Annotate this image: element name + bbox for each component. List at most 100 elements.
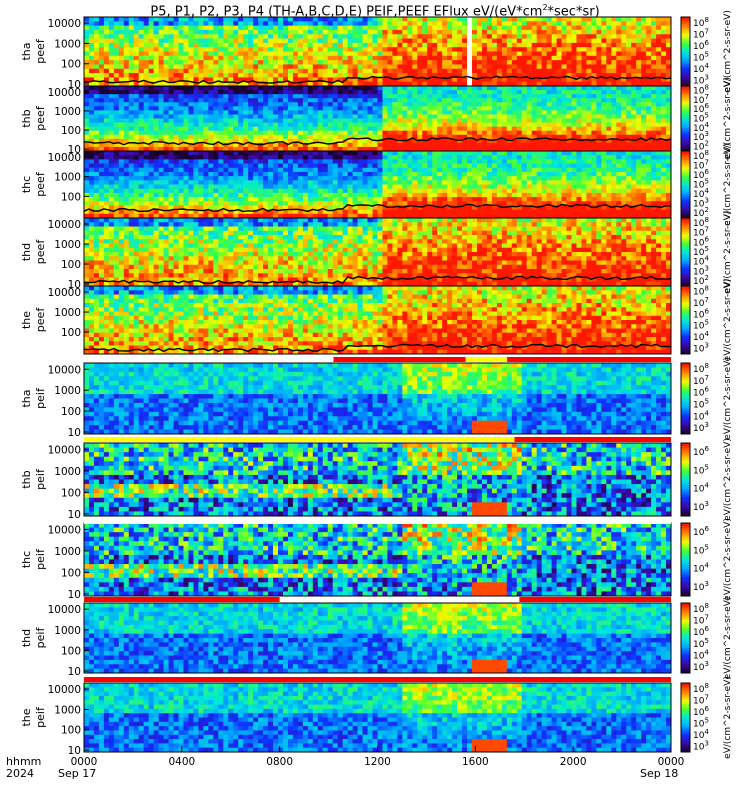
- heat-cell: [113, 209, 120, 215]
- heat-cell: [372, 90, 378, 95]
- heat-cell: [168, 77, 175, 83]
- heat-cell: [297, 98, 304, 103]
- heat-cell: [128, 98, 135, 103]
- heat-cell: [536, 68, 543, 74]
- heat-cell: [307, 167, 314, 173]
- heat-cell: [636, 126, 642, 132]
- heat-cell: [287, 114, 294, 119]
- heat-cell: [282, 38, 289, 44]
- heat-cell: [322, 134, 329, 140]
- heat-cell: [486, 17, 493, 22]
- heat-cell: [496, 114, 503, 119]
- heat-cell: [377, 163, 383, 169]
- heat-cell: [307, 197, 314, 202]
- heat-cell: [656, 68, 662, 74]
- heat-cell: [327, 142, 334, 148]
- heat-cell: [153, 29, 160, 35]
- heat-cell: [292, 188, 299, 194]
- colorbar-swatch: [681, 96, 690, 100]
- heat-cell: [412, 42, 418, 48]
- heat-cell: [238, 122, 244, 128]
- heat-cell: [228, 86, 234, 91]
- heat-cell: [372, 167, 378, 173]
- heat-cell: [278, 60, 284, 65]
- heat-cell: [526, 29, 533, 35]
- heat-cell: [611, 90, 617, 95]
- heat-cell: [521, 68, 528, 74]
- heat-cell: [258, 98, 264, 103]
- heat-cell: [606, 68, 612, 74]
- heat-cell: [312, 81, 319, 87]
- heat-cell: [183, 118, 189, 124]
- heat-cell: [158, 180, 165, 185]
- heat-cell: [228, 102, 234, 107]
- heat-cell: [387, 122, 393, 128]
- heat-cell: [297, 38, 304, 44]
- heat-cell: [541, 29, 548, 35]
- heat-cell: [143, 126, 150, 132]
- heat-cell: [452, 126, 458, 132]
- heat-cell: [501, 55, 508, 61]
- heat-cell: [307, 159, 314, 165]
- heat-cell: [128, 42, 135, 48]
- heat-cell: [138, 51, 145, 57]
- heat-cell: [158, 68, 165, 74]
- heat-cell: [387, 47, 393, 52]
- heat-cell: [223, 209, 229, 215]
- heat-cell: [452, 114, 458, 119]
- heat-cell: [168, 68, 175, 74]
- heat-cell: [651, 142, 657, 148]
- y-tick-label: 10: [68, 79, 81, 91]
- heat-cell: [238, 98, 244, 103]
- heat-cell: [153, 176, 160, 181]
- heat-cell: [218, 38, 224, 44]
- heat-cell: [193, 184, 199, 190]
- heat-cell: [128, 146, 135, 152]
- heat-cell: [88, 142, 95, 148]
- colorbar-swatch: [681, 135, 690, 139]
- heat-cell: [302, 142, 309, 148]
- heat-cell: [228, 197, 234, 202]
- heat-cell: [322, 94, 329, 99]
- heat-cell: [636, 94, 642, 99]
- heat-cell: [641, 68, 647, 74]
- heat-cell: [88, 60, 95, 65]
- heat-cell: [357, 126, 364, 132]
- heat-cell: [397, 90, 403, 95]
- heat-cell: [183, 81, 189, 87]
- heat-cell: [646, 21, 652, 27]
- heat-cell: [556, 38, 563, 44]
- heat-cell: [113, 126, 120, 132]
- heat-cell: [84, 205, 90, 211]
- heat-cell: [377, 94, 383, 99]
- heat-cell: [317, 29, 324, 35]
- heat-cell: [412, 155, 418, 160]
- heat-cell: [342, 197, 349, 202]
- heat-cell: [337, 188, 344, 194]
- heat-cell: [332, 25, 339, 31]
- heat-cell: [312, 64, 319, 70]
- heat-cell: [317, 73, 324, 78]
- heat-cell: [626, 21, 632, 27]
- heat-cell: [118, 29, 125, 35]
- heat-cell: [581, 68, 587, 74]
- heat-cell: [631, 134, 637, 140]
- heat-cell: [297, 159, 304, 165]
- heat-cell: [233, 94, 239, 99]
- heat-cell: [397, 188, 403, 194]
- heat-cell: [198, 167, 204, 173]
- heat-cell: [213, 201, 219, 206]
- heat-cell: [531, 138, 538, 144]
- heat-cell: [203, 176, 209, 181]
- heat-cell: [382, 98, 388, 103]
- heat-cell: [327, 81, 334, 87]
- heat-cell: [118, 176, 125, 181]
- heat-cell: [98, 47, 105, 52]
- heat-cell: [302, 42, 309, 48]
- heat-cell: [501, 51, 508, 57]
- colorbar-tick: 105: [693, 112, 709, 125]
- heat-cell: [596, 21, 602, 27]
- heat-cell: [666, 21, 672, 27]
- heat-cell: [287, 146, 294, 152]
- heat-cell: [317, 90, 324, 95]
